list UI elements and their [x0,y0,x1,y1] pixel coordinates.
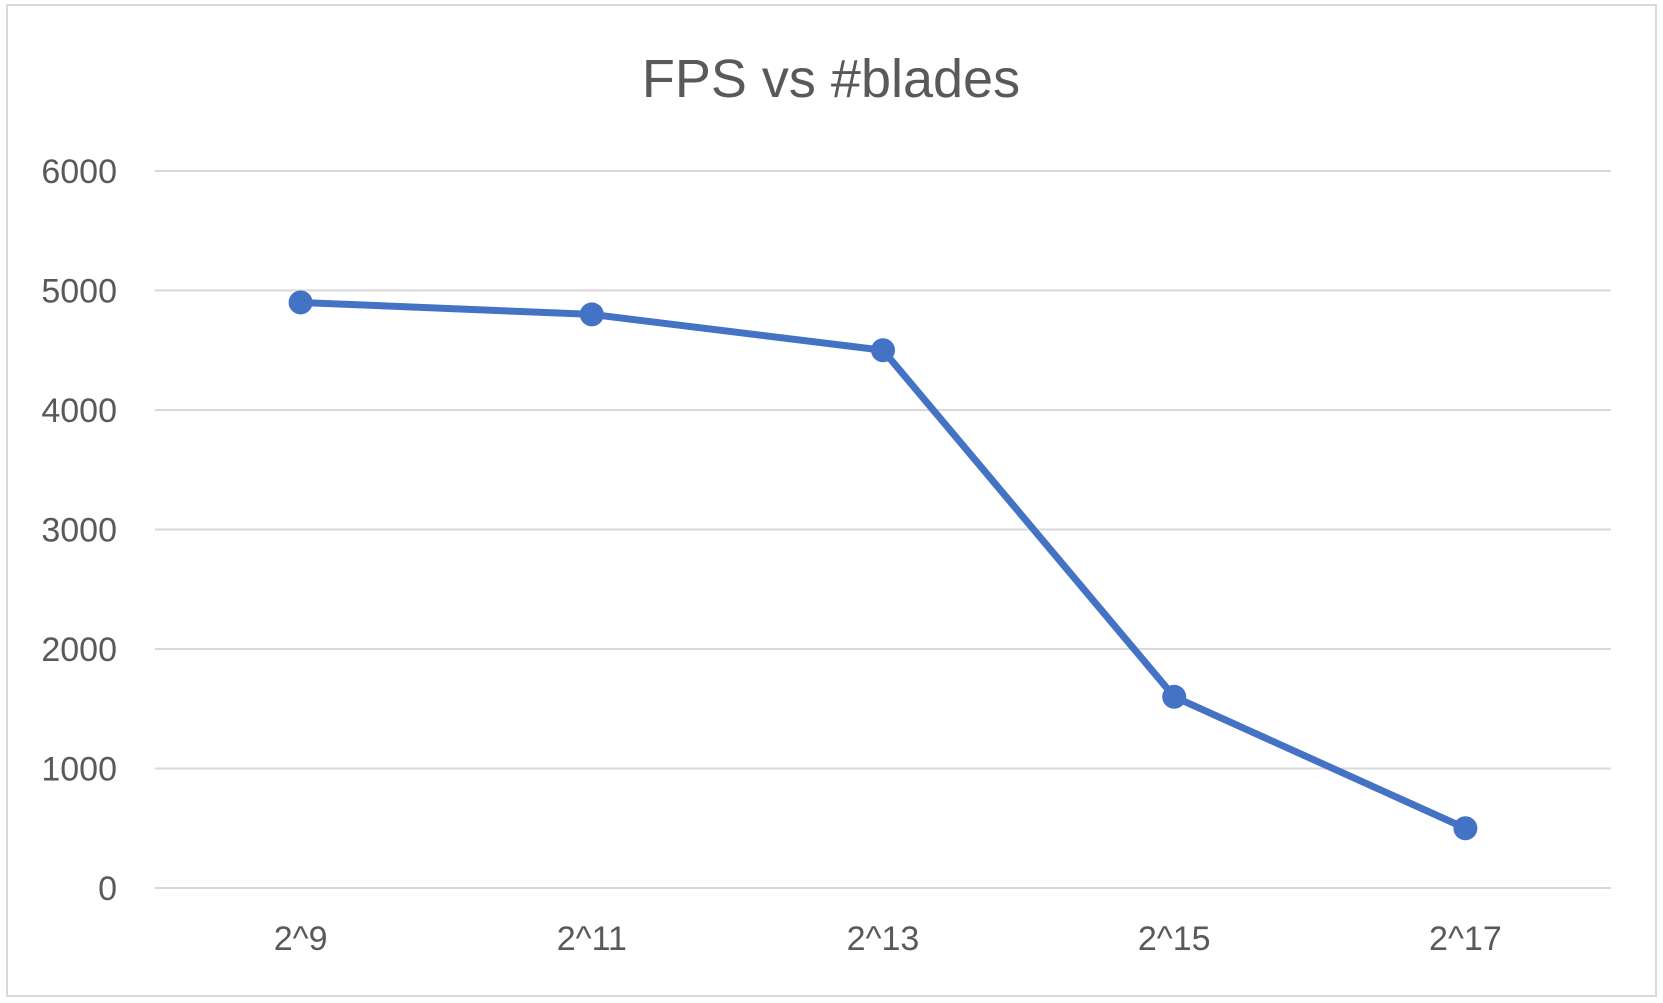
series-line [297,298,1469,832]
data-point [1162,684,1187,709]
x-tick-label: 2^9 [274,920,328,958]
data-point [871,338,895,363]
data-point [288,290,313,315]
y-tick-label: 2000 [41,631,117,669]
series [288,290,1478,841]
y-tick-label: 6000 [41,153,117,191]
data-point [1453,816,1478,841]
x-tick-label: 2^15 [1138,920,1211,958]
y-tick-label: 1000 [41,751,117,789]
y-tick-label: 3000 [41,512,117,550]
chart-frame [6,4,1657,997]
x-axis-ticks: 2^9 2^11 2^13 2^15 2^17 [274,920,1502,958]
gridlines [155,170,1611,889]
y-tick-label: 0 [98,870,117,908]
x-tick-label: 2^17 [1429,920,1502,958]
chart-title: FPS vs #blades [642,49,1020,109]
y-tick-label: 4000 [41,392,117,430]
x-tick-label: 2^11 [557,920,627,958]
y-tick-label: 5000 [41,273,117,311]
data-point [579,302,604,327]
x-tick-label: 2^13 [847,920,920,958]
y-axis-ticks: 0 1000 2000 3000 4000 5000 6000 [41,153,117,908]
